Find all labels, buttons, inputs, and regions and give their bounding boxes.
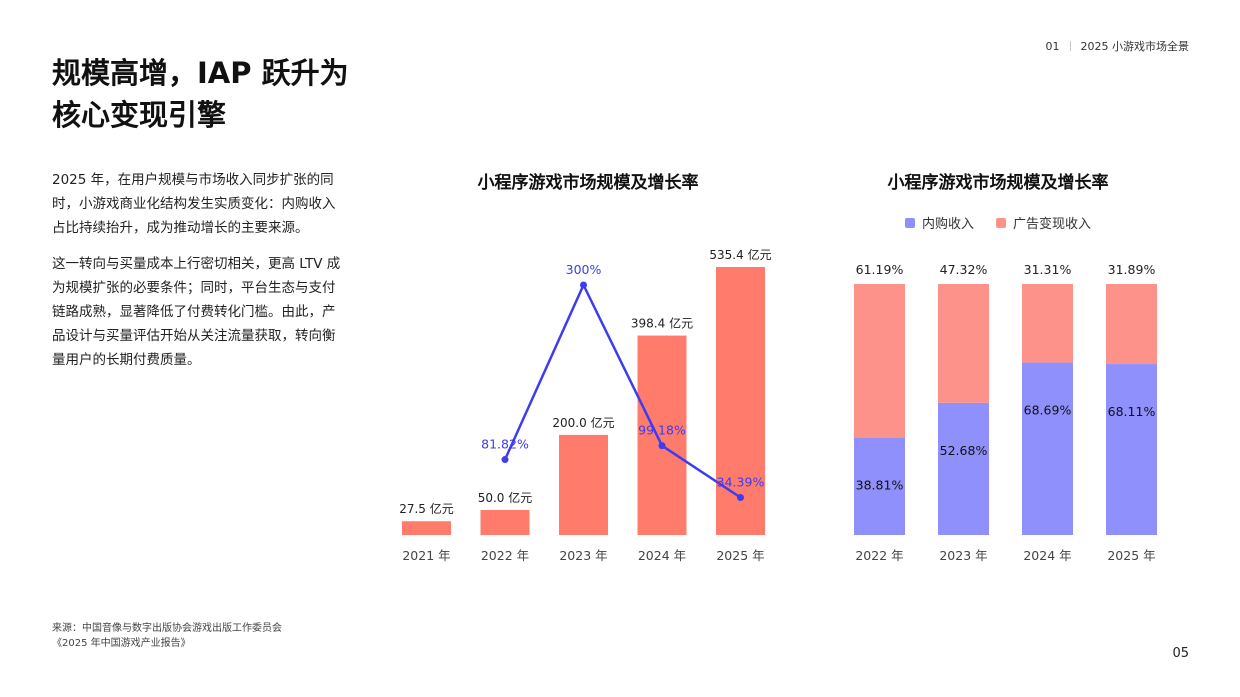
x-tick-label-1: 2023 年: [939, 548, 987, 563]
x-tick-label-0: 2021 年: [402, 548, 450, 563]
growth-point-3: [658, 442, 666, 450]
bar-2: [559, 434, 608, 535]
bar-4: [716, 267, 765, 535]
iap-value-label-0: 38.81%: [856, 478, 904, 493]
ad-value-label-2: 31.31%: [1024, 262, 1072, 277]
bar-0: [402, 521, 451, 535]
growth-rate-line: [503, 283, 742, 499]
iap-value-label-2: 68.69%: [1024, 403, 1072, 418]
chart-1-title: 小程序游戏市场规模及增长率: [477, 173, 699, 193]
x-tick-label-2: 2024 年: [1023, 548, 1071, 563]
legend-item-iap: 内购收入: [904, 213, 974, 232]
x-tick-label-0: 2022 年: [855, 548, 903, 563]
section-header: 01 2025 小游戏市场全景: [1046, 38, 1190, 54]
body-paragraph-1: 2025 年，在用户规模与市场收入同步扩张的同时，小游戏商业化结构发生实质变化：…: [52, 172, 336, 236]
source-line-2: 《2025 年中国游戏产业报告》: [52, 638, 191, 649]
page-title-line-2: 核心变现引擎: [52, 98, 227, 132]
bar-value-label-2: 200.0 亿元: [552, 415, 614, 430]
legend-item-ad: 广告变现收入: [996, 213, 1091, 232]
header-divider: [1069, 41, 1071, 51]
market-size-chart: 27.5 亿元 2021 年 50.0 亿元 2022 年 200.0 亿元 2023 年…: [399, 247, 771, 563]
x-tick-label-2: 2023 年: [559, 548, 607, 563]
iap-bar-0: [854, 437, 905, 535]
body-text: 2025 年，在用户规模与市场收入同步扩张的同时，小游戏商业化结构发生实质变化：…: [52, 168, 342, 384]
legend-swatch-iap: [904, 217, 915, 228]
growth-label-1: 81.82%: [481, 437, 529, 452]
bar-value-label-4: 535.4 亿元: [709, 247, 771, 262]
iap-bar-1: [938, 402, 989, 535]
ad-bar-0: [854, 284, 905, 438]
iap-value-label-3: 68.11%: [1108, 404, 1156, 419]
page-number: 05: [1172, 646, 1189, 661]
x-tick-label-1: 2022 年: [481, 548, 529, 563]
x-tick-label-3: 2024 年: [638, 548, 686, 563]
source-line-1: 来源：中国音像与数字出版协会游戏出版工作委员会: [52, 623, 282, 634]
bar-3: [637, 335, 687, 535]
growth-point-4: [737, 493, 744, 501]
body-paragraph-2: 这一转向与买量成本上行密切相关，更高 LTV 成为规模扩张的必要条件；同时，平台…: [52, 256, 341, 368]
chart-2-legend: 内购收入 广告变现收入: [798, 213, 1198, 232]
x-tick-label-4: 2025 年: [716, 548, 764, 563]
ad-value-label-3: 31.89%: [1108, 262, 1156, 277]
section-title: 2025 小游戏市场全景: [1080, 40, 1190, 53]
growth-point-2: [580, 281, 587, 289]
iap-value-label-1: 52.68%: [940, 443, 988, 458]
ad-value-label-1: 47.32%: [940, 262, 988, 277]
growth-label-4: 34.39%: [717, 474, 765, 489]
growth-label-2: 300%: [566, 262, 602, 277]
bar-1: [480, 509, 530, 535]
legend-label-iap: 内购收入: [921, 217, 974, 232]
page-title-line-1: 规模高增，IAP 跃升为: [52, 56, 349, 90]
iap-bar-3: [1106, 364, 1157, 535]
bar-value-label-3: 398.4 亿元: [631, 316, 693, 331]
ad-value-label-0: 61.19%: [856, 262, 904, 277]
x-tick-label-3: 2025 年: [1107, 548, 1155, 563]
legend-label-ad: 广告变现收入: [1013, 217, 1092, 232]
ad-bar-3: [1106, 284, 1157, 365]
source-note: 来源：中国音像与数字出版协会游戏出版工作委员会 《2025 年中国游戏产业报告》: [52, 621, 282, 651]
chart-2-title: 小程序游戏市场规模及增长率: [887, 173, 1109, 193]
iap-bar-2: [1022, 362, 1073, 535]
ad-bar-2: [1022, 284, 1073, 363]
growth-label-3: 99.18%: [638, 423, 686, 438]
bar-value-label-1: 50.0 亿元: [478, 490, 533, 505]
bar-value-label-0: 27.5 亿元: [399, 501, 454, 516]
growth-point-1: [501, 456, 509, 464]
page-title: 规模高增，IAP 跃升为 核心变现引擎: [52, 52, 349, 136]
revenue-mix-chart: 38.81% 61.19% 2022 年 52.68% 47.32% 2023 年 68.6…: [854, 262, 1157, 563]
legend-swatch-ad: [996, 217, 1006, 228]
ad-bar-1: [938, 284, 989, 403]
section-number: 01: [1045, 39, 1060, 53]
